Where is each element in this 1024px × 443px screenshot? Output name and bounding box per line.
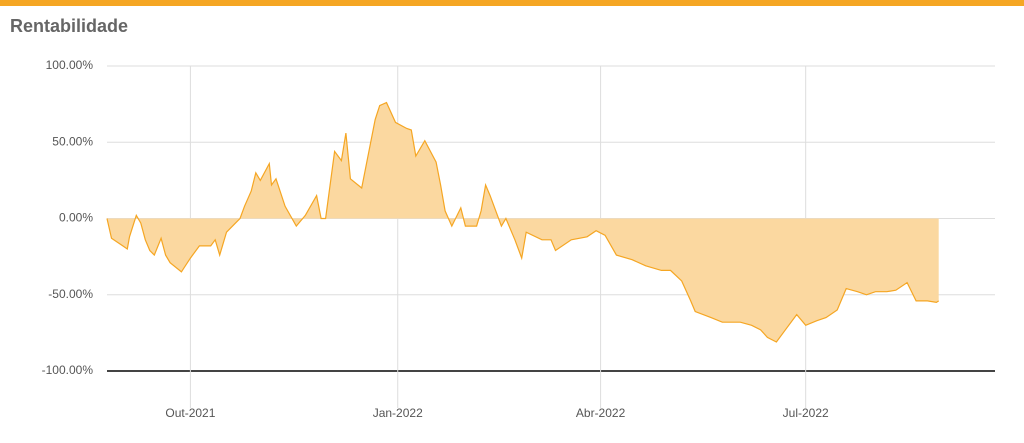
x-tick-label: Jul-2022 bbox=[783, 406, 829, 420]
y-tick-label: 0.00% bbox=[59, 211, 93, 225]
top-bar bbox=[0, 0, 1024, 6]
y-tick-label: 100.00% bbox=[46, 58, 94, 72]
line bbox=[106, 101, 940, 343]
y-tick-label: 50.00% bbox=[52, 134, 93, 148]
chart-title: Rentabilidade bbox=[10, 16, 128, 36]
x-tick-label: Jan-2022 bbox=[373, 406, 423, 420]
area bbox=[107, 102, 939, 342]
y-tick-label: -50.00% bbox=[48, 287, 93, 301]
y-tick-label: -100.00% bbox=[42, 363, 94, 377]
x-tick-label: Out-2021 bbox=[165, 406, 215, 420]
x-tick-label: Abr-2022 bbox=[576, 406, 626, 420]
